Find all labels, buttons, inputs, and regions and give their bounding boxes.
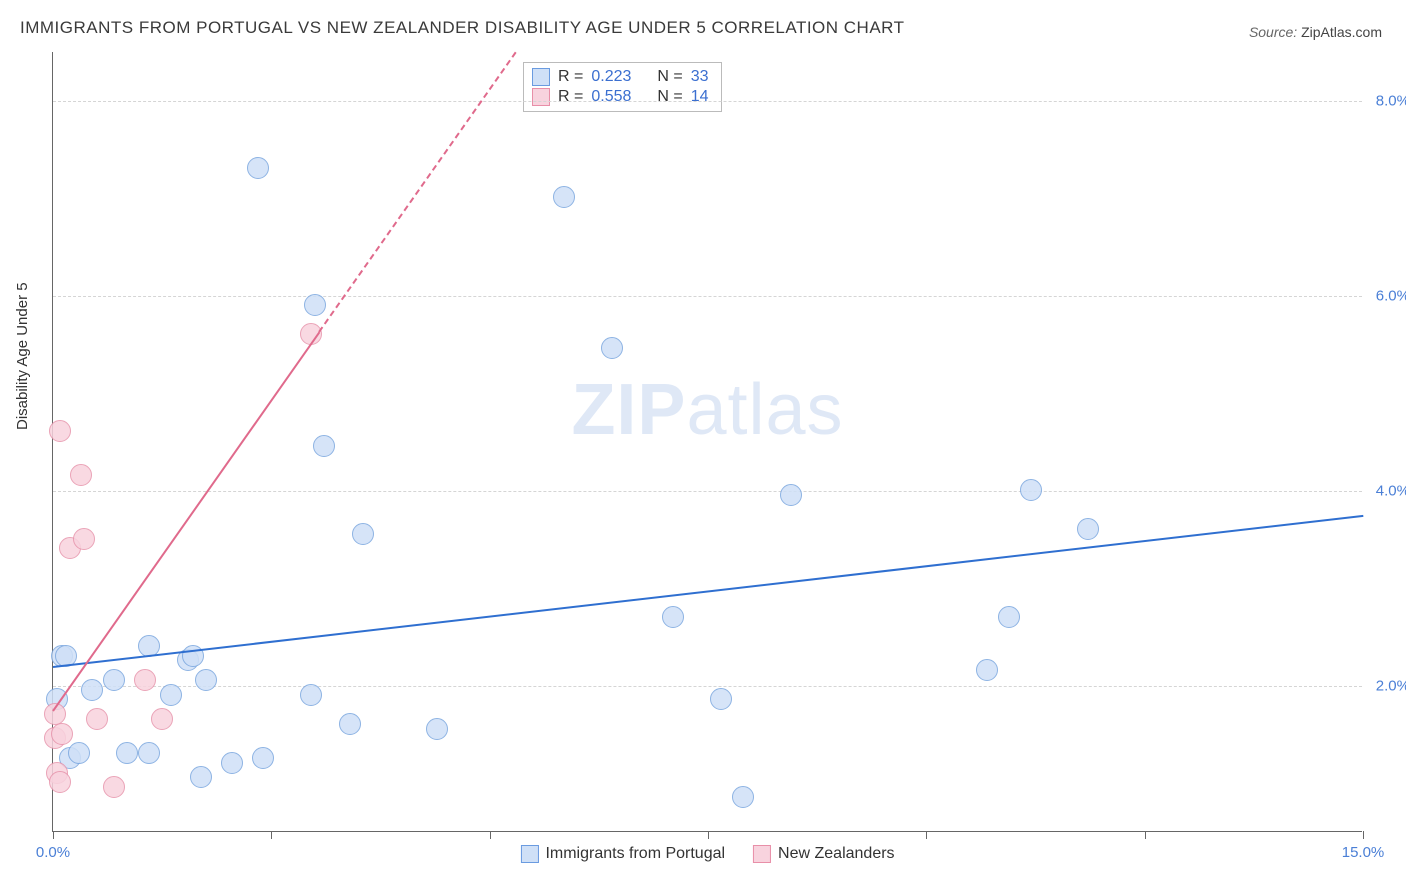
n-value: 33 [691, 68, 709, 86]
gridline [53, 686, 1362, 687]
n-value: 14 [691, 88, 709, 106]
data-point [976, 659, 998, 681]
x-tick-label: 15.0% [1342, 844, 1385, 861]
data-point [151, 708, 173, 730]
legend-item: New Zealanders [753, 845, 895, 863]
data-point [252, 747, 274, 769]
y-axis-label: Disability Age Under 5 [14, 282, 31, 430]
data-point [49, 771, 71, 793]
source-label: Source: [1249, 24, 1297, 40]
n-label: N = [657, 88, 682, 106]
watermark-rest: atlas [686, 370, 843, 450]
source-attribution: Source: ZipAtlas.com [1249, 24, 1382, 40]
gridline [53, 491, 1362, 492]
plot-area: ZIPatlas R =0.223N =33R =0.558N =14 Immi… [52, 52, 1362, 832]
data-point [182, 645, 204, 667]
data-point [553, 186, 575, 208]
y-tick-label: 2.0% [1376, 677, 1406, 694]
legend-label: New Zealanders [778, 845, 895, 863]
legend-item: Immigrants from Portugal [520, 845, 725, 863]
data-point [190, 766, 212, 788]
x-tick [1363, 831, 1364, 839]
stats-legend-row: R = 0.223 N = 33 [532, 67, 709, 87]
data-point [51, 723, 73, 745]
data-point [138, 742, 160, 764]
data-point [116, 742, 138, 764]
x-tick [926, 831, 927, 839]
data-point [313, 435, 335, 457]
data-point [103, 669, 125, 691]
x-tick [53, 831, 54, 839]
data-point [247, 157, 269, 179]
data-point [49, 420, 71, 442]
x-tick [271, 831, 272, 839]
trend-line [53, 515, 1363, 668]
n-label: N = [657, 68, 682, 86]
data-point [86, 708, 108, 730]
data-point [426, 718, 448, 740]
stats-legend-row: R = 0.558 N = 14 [532, 87, 709, 107]
data-point [81, 679, 103, 701]
y-tick-label: 6.0% [1376, 287, 1406, 304]
legend-swatch [753, 845, 771, 863]
data-point [70, 464, 92, 486]
data-point [300, 684, 322, 706]
data-point [732, 786, 754, 808]
data-point [195, 669, 217, 691]
y-tick-label: 4.0% [1376, 482, 1406, 499]
data-point [221, 752, 243, 774]
x-tick [1145, 831, 1146, 839]
data-point [998, 606, 1020, 628]
r-label: R = [558, 68, 583, 86]
stats-legend: R = 0.223 N = 33 R = 0.558 N = 14 [523, 62, 722, 112]
gridline [53, 101, 1362, 102]
legend-swatch [532, 68, 550, 86]
x-tick-label: 0.0% [36, 844, 70, 861]
r-value: 0.558 [591, 88, 631, 106]
data-point [103, 776, 125, 798]
data-point [160, 684, 182, 706]
data-point [780, 484, 802, 506]
data-point [352, 523, 374, 545]
data-point [662, 606, 684, 628]
data-point [710, 688, 732, 710]
trend-line [319, 52, 517, 333]
data-point [68, 742, 90, 764]
data-point [339, 713, 361, 735]
watermark-bold: ZIP [571, 370, 686, 450]
x-tick [708, 831, 709, 839]
legend-swatch [520, 845, 538, 863]
y-tick-label: 8.0% [1376, 92, 1406, 109]
r-label: R = [558, 88, 583, 106]
x-tick [490, 831, 491, 839]
data-point [1077, 518, 1099, 540]
source-value: ZipAtlas.com [1301, 24, 1382, 40]
r-value: 0.223 [591, 68, 631, 86]
gridline [53, 296, 1362, 297]
data-point [1020, 479, 1042, 501]
data-point [304, 294, 326, 316]
watermark: ZIPatlas [571, 369, 843, 451]
data-point [73, 528, 95, 550]
data-point [134, 669, 156, 691]
chart-title: IMMIGRANTS FROM PORTUGAL VS NEW ZEALANDE… [20, 18, 905, 38]
legend-label: Immigrants from Portugal [545, 845, 725, 863]
legend-swatch [532, 88, 550, 106]
data-point [601, 337, 623, 359]
bottom-legend: Immigrants from Portugal New Zealanders [520, 845, 894, 863]
